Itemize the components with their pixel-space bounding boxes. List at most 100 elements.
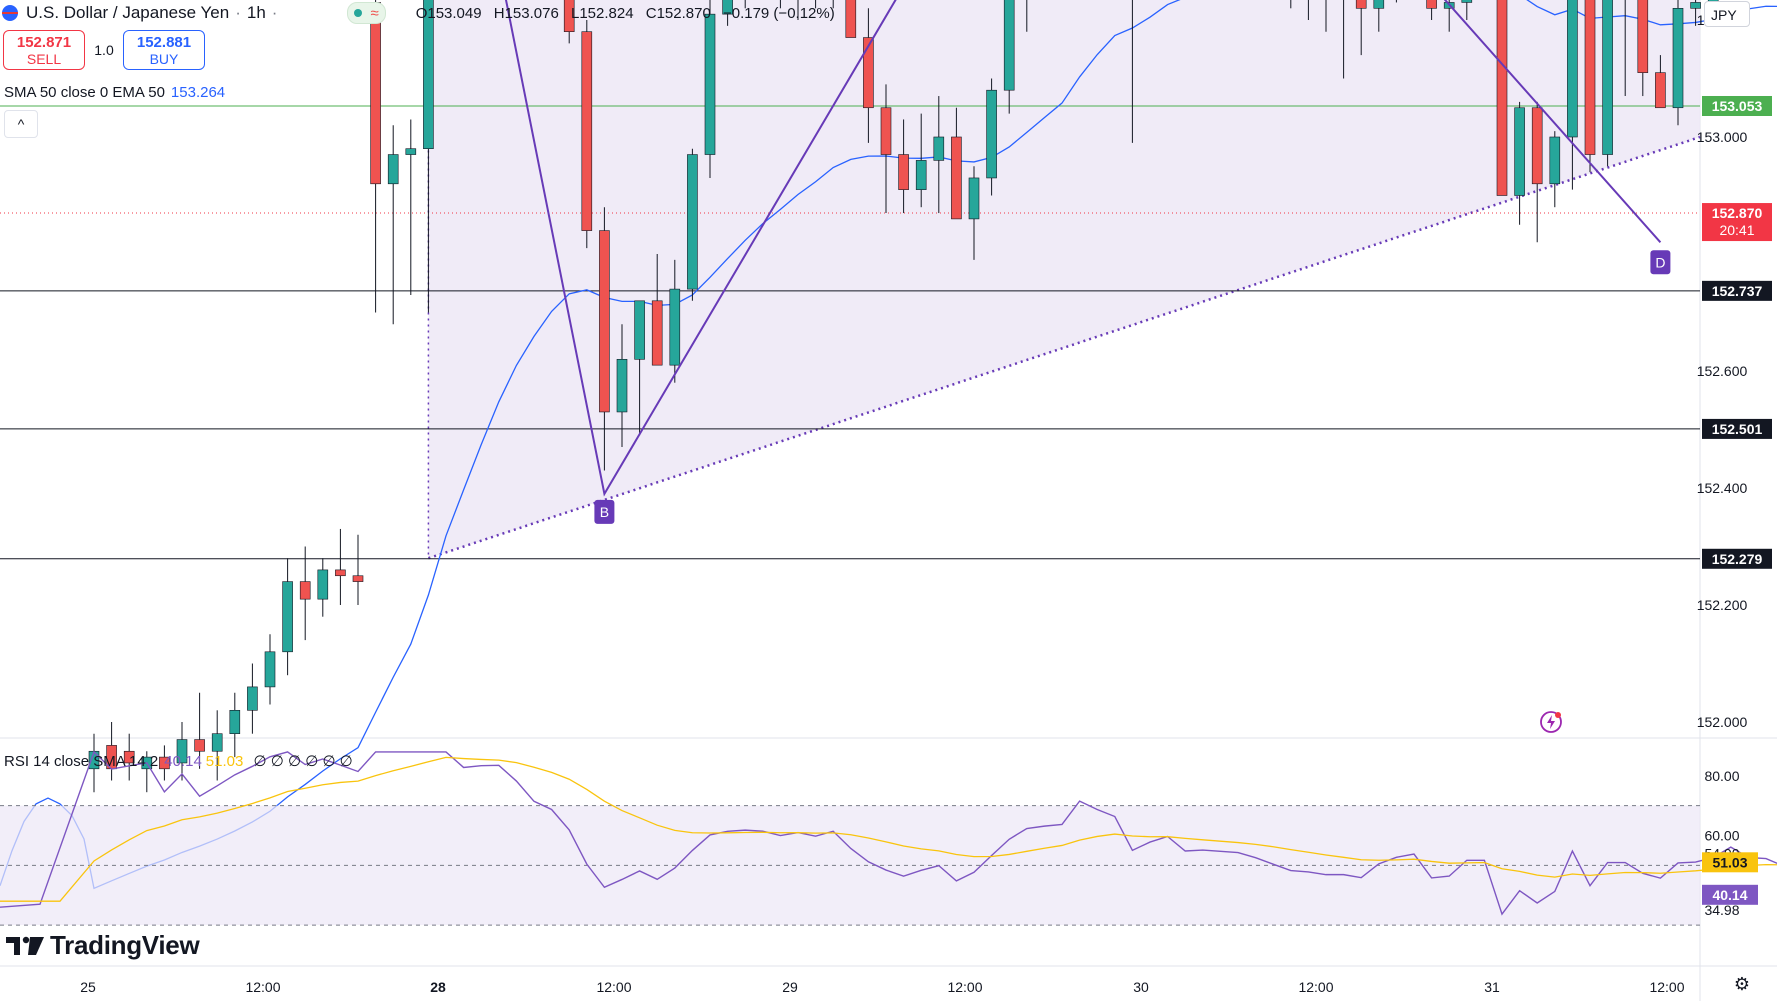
price-badge-text: 152.279 bbox=[1712, 551, 1763, 567]
tradingview-logo[interactable]: TradingView bbox=[6, 930, 200, 961]
rsi-sma-value: 51.03 bbox=[205, 753, 244, 770]
rsi-tick-label: 34.98 bbox=[1704, 902, 1739, 918]
candle-body bbox=[1567, 0, 1578, 138]
sell-price: 152.871 bbox=[16, 34, 72, 51]
us-flag-icon bbox=[2, 5, 18, 21]
candle-body bbox=[123, 750, 135, 764]
price-badge bbox=[1702, 418, 1772, 439]
candle-body bbox=[1549, 136, 1561, 185]
price-tick-label: 152.600 bbox=[1697, 363, 1748, 379]
candle-body bbox=[1514, 107, 1525, 196]
tradingview-logo-icon bbox=[6, 936, 44, 955]
candle-body bbox=[352, 575, 364, 582]
rsi-tick-label: 80.00 bbox=[1704, 768, 1739, 784]
rsi-value: 40.14 bbox=[164, 753, 202, 770]
time-tick-label: 31 bbox=[1484, 979, 1500, 995]
chevron-up-icon: ^ bbox=[17, 116, 25, 132]
time-tick-label: 12:00 bbox=[596, 979, 631, 995]
time-tick-label: 25 bbox=[80, 979, 96, 995]
time-tick-label: 30 bbox=[1133, 979, 1149, 995]
candle-body bbox=[317, 569, 329, 600]
pattern-lower-trendline bbox=[428, 135, 1701, 560]
candle-body bbox=[1602, 0, 1613, 155]
last-price-badge bbox=[1702, 203, 1772, 242]
candle-body bbox=[387, 154, 399, 185]
market-status-badge[interactable]: ≈ bbox=[347, 2, 386, 24]
change-value: −0.179 (−0.12%) bbox=[722, 4, 835, 22]
buy-price: 152.881 bbox=[136, 34, 192, 51]
price-badge bbox=[1702, 280, 1772, 301]
candle-body bbox=[1584, 0, 1596, 155]
lightning-alert-icon[interactable] bbox=[1539, 710, 1563, 734]
rsi-indicator-label: RSI 14 close SMA 14 2 bbox=[4, 753, 159, 770]
order-quantity[interactable]: 1.0 bbox=[94, 42, 114, 58]
ohlc-readout: O153.049 H153.076 L152.824 C152.870 −0.1… bbox=[416, 5, 843, 22]
candle-body bbox=[370, 2, 381, 185]
interval-label[interactable]: 1h bbox=[246, 3, 266, 22]
candle-body bbox=[599, 230, 610, 413]
candle-body bbox=[1461, 0, 1473, 3]
low-value: L152.824 bbox=[570, 4, 634, 22]
price-badge-text: 153.053 bbox=[1712, 98, 1763, 114]
buy-button[interactable]: 152.881 BUY bbox=[123, 30, 205, 70]
candle-body bbox=[423, 0, 434, 149]
sell-button[interactable]: 152.871 SELL bbox=[3, 30, 85, 70]
candle-body bbox=[264, 651, 276, 688]
symbol-title[interactable]: U.S. Dollar / Japanese Yen bbox=[26, 3, 230, 22]
candle-body bbox=[722, 0, 733, 15]
candle-body bbox=[616, 358, 628, 413]
candle-body bbox=[651, 300, 663, 366]
close-value: C152.870 bbox=[645, 4, 711, 22]
ma-indicator-legend[interactable]: SMA 50 close 0 EMA 50 153.264 bbox=[4, 84, 225, 101]
candle-body bbox=[282, 581, 293, 653]
candle-body bbox=[898, 154, 909, 190]
candle-body bbox=[159, 756, 170, 770]
price-badge-text: 152.737 bbox=[1712, 283, 1763, 299]
price-tick-label: 153.000 bbox=[1697, 129, 1748, 145]
currency-selector[interactable]: JPY bbox=[1704, 1, 1750, 27]
candle-body bbox=[915, 160, 927, 190]
candle-body bbox=[880, 107, 892, 155]
rsi-indicator-legend[interactable]: RSI 14 close SMA 14 2 40.14 51.03 ∅ ∅ ∅ ∅ … bbox=[4, 752, 353, 770]
sell-label: SELL bbox=[26, 51, 62, 67]
candle-body bbox=[176, 739, 188, 764]
pattern-point-label-b bbox=[594, 499, 615, 524]
last-price-text: 152.870 bbox=[1712, 205, 1763, 221]
candle-body bbox=[845, 0, 857, 38]
rsi-badge bbox=[1702, 884, 1758, 905]
open-value: O153.049 bbox=[415, 4, 482, 22]
pattern-point-text: D bbox=[1655, 254, 1665, 270]
rsi-badge-text: 40.14 bbox=[1712, 887, 1747, 903]
price-badge bbox=[1702, 95, 1772, 116]
candle-body bbox=[563, 0, 575, 32]
candle-body bbox=[1672, 8, 1684, 109]
candle-body bbox=[669, 288, 681, 366]
rsi-line bbox=[0, 750, 1777, 916]
trade-panel: 152.871 SELL 1.0 152.881 BUY bbox=[3, 30, 205, 70]
rsi-badge bbox=[1702, 852, 1758, 873]
collapse-legend-button[interactable]: ^ bbox=[4, 110, 38, 138]
price-tick-label: 152.200 bbox=[1697, 597, 1748, 613]
candle-body bbox=[1690, 2, 1701, 9]
candle-body bbox=[1003, 0, 1015, 91]
candle-body bbox=[986, 89, 997, 179]
pattern-fill bbox=[428, 0, 1700, 559]
settings-gear-icon[interactable]: ⚙ bbox=[1733, 974, 1751, 994]
candle-body bbox=[581, 31, 593, 231]
time-tick-label: 12:00 bbox=[1298, 979, 1333, 995]
high-value: H153.076 bbox=[493, 4, 559, 22]
ma-indicator-label: SMA 50 close 0 EMA 50 bbox=[4, 84, 165, 101]
candle-body bbox=[687, 154, 698, 290]
realtime-wave-icon: ≈ bbox=[370, 4, 379, 22]
candle-body bbox=[405, 148, 417, 155]
rsi-sma-line bbox=[0, 756, 1777, 902]
abcd-pattern-line bbox=[504, 0, 1662, 497]
candle-body bbox=[951, 136, 962, 220]
candle-body bbox=[1655, 72, 1666, 109]
candle-body bbox=[335, 569, 346, 577]
price-tick-label: 152.000 bbox=[1697, 714, 1748, 730]
candle-body bbox=[704, 13, 716, 155]
countdown-text: 20:41 bbox=[1719, 222, 1754, 238]
time-tick-label: 12:00 bbox=[245, 979, 280, 995]
